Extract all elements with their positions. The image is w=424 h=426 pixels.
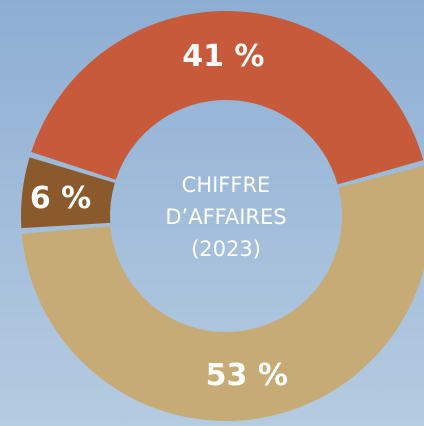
value-label: 53 % (206, 358, 288, 393)
donut-segment (21, 165, 424, 421)
center-title: D’AFFAIRES (165, 205, 286, 229)
value-label: 6 % (30, 181, 91, 216)
value-label: 41 % (182, 39, 264, 74)
donut-segment (21, 157, 115, 229)
center-title: CHIFFRE (182, 173, 271, 197)
donut-segment (31, 11, 424, 185)
center-title: (2023) (191, 237, 261, 261)
